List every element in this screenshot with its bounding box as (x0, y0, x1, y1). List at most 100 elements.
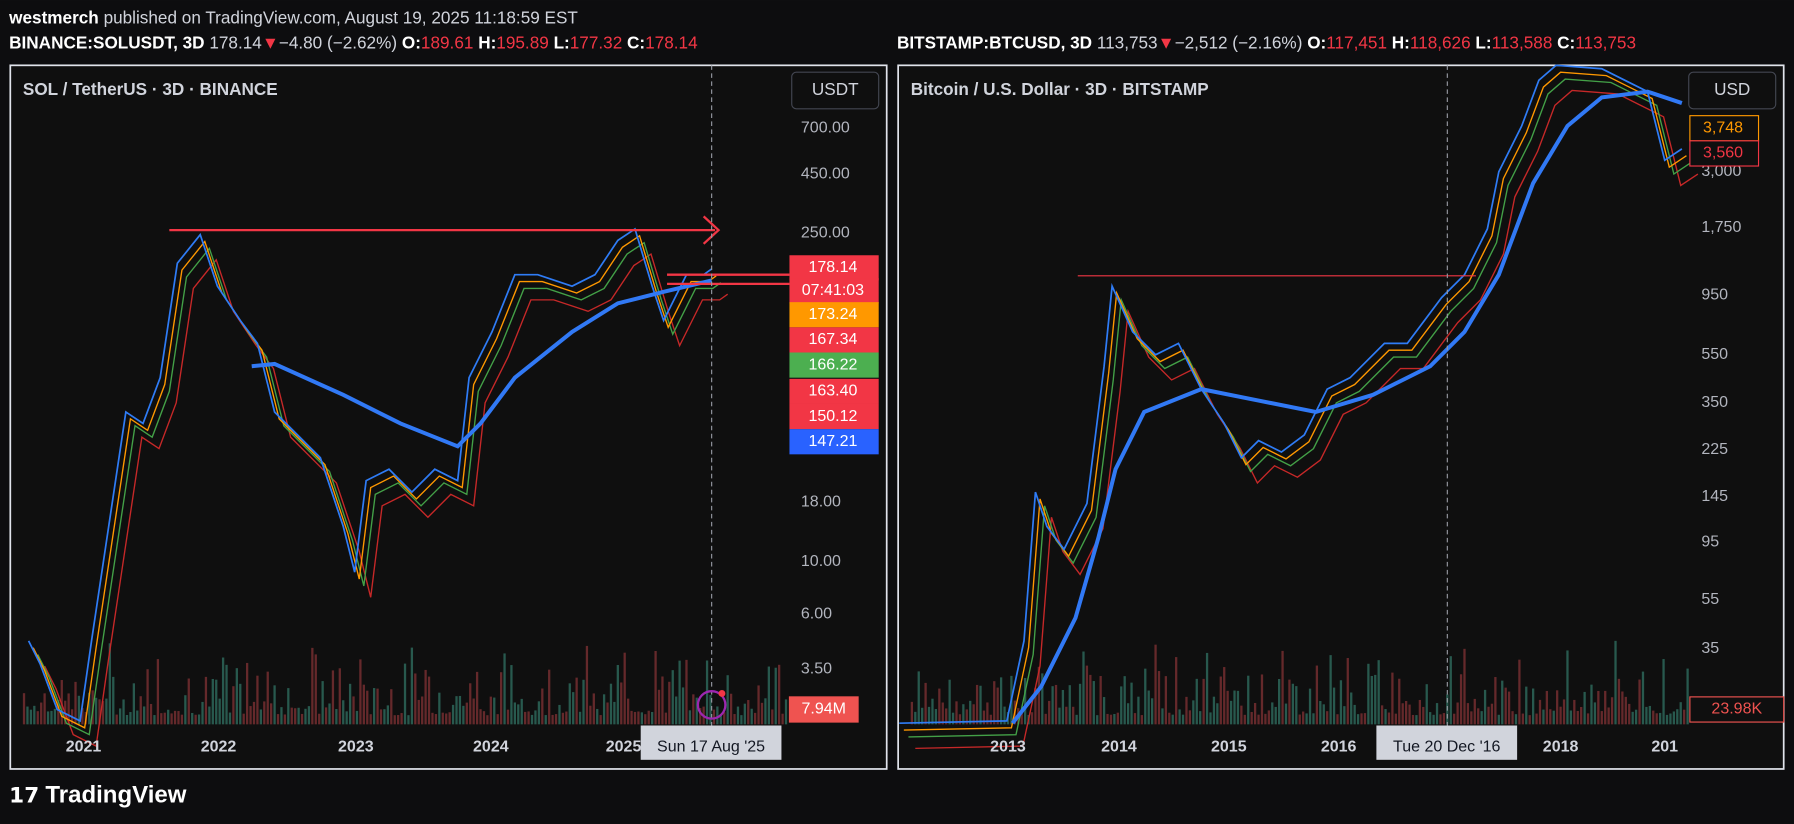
volume-bar (1346, 658, 1349, 725)
volume-bar (784, 699, 788, 725)
volume-bar (297, 707, 300, 725)
volume-bar (1120, 686, 1123, 725)
volume-bar (999, 677, 1003, 725)
volume-bar (143, 706, 146, 725)
x-axis-label: 2022 (201, 738, 237, 755)
volume-bar (1356, 714, 1360, 725)
y-axis-label: 6.00 (801, 606, 832, 623)
volume-bar (276, 714, 280, 725)
volume-bar (1377, 660, 1380, 725)
volume-bar (1439, 714, 1442, 725)
volume-bar (726, 675, 729, 725)
volume-bar (592, 693, 595, 725)
volume-bar (921, 707, 924, 725)
volume-bar (270, 703, 273, 725)
volume-bar (328, 703, 331, 725)
volume-bar (1477, 708, 1480, 725)
volume-bar (530, 714, 534, 725)
author[interactable]: westmerch (8, 7, 99, 27)
volume-bar (1483, 689, 1487, 725)
volume-bar (736, 706, 740, 725)
volume-bar (1305, 713, 1308, 725)
volume-bar (1068, 685, 1071, 725)
volume-bar (1113, 714, 1116, 725)
volume-bar (1542, 709, 1545, 725)
volume-bar (1538, 699, 1542, 725)
volume-bar (1229, 700, 1233, 725)
volume-bar (719, 715, 722, 725)
volume-bar (1281, 650, 1284, 725)
volume-bar (1662, 659, 1665, 725)
y-axis-label: 3.50 (801, 661, 832, 678)
currency[interactable]: USD (1714, 79, 1750, 99)
alert-icon[interactable] (696, 690, 727, 720)
x-axis-label: 2013 (990, 738, 1026, 755)
currency-button[interactable] (791, 71, 880, 110)
volume-bar (1023, 677, 1027, 725)
x-axis-label: 2021 (66, 738, 102, 755)
volume-bar (184, 695, 187, 725)
volume-bar (1253, 703, 1257, 725)
volume-bar (331, 670, 335, 725)
volume-bar (596, 708, 599, 725)
ohlc-key: O: (402, 32, 421, 52)
volume-bar (1593, 702, 1597, 725)
ohlc-key: L: (554, 32, 570, 52)
currency[interactable]: USDT (812, 79, 859, 99)
volume-bar (1549, 709, 1552, 725)
volume-bar (1556, 690, 1559, 725)
volume-bar (386, 705, 390, 725)
volume-bar (1573, 699, 1576, 725)
volume-bar (1157, 671, 1161, 725)
x-axis-label: 2018 (1543, 738, 1579, 755)
ohlc-key: H: (478, 32, 496, 52)
volume-bar (1679, 702, 1682, 725)
volume-bar (1634, 709, 1638, 725)
x-axis-label: 2023 (338, 738, 374, 755)
volume-bar (1552, 710, 1555, 725)
y-axis-label: 18.00 (801, 494, 841, 511)
ohlc-value: 195.89 (496, 32, 548, 52)
volume-bar (235, 668, 238, 725)
volume-tag (788, 696, 859, 723)
volume-bar (1380, 705, 1384, 725)
symbol[interactable]: BINANCE:SOLUSDT, 3D (9, 32, 204, 52)
volume-bar (445, 713, 448, 725)
price-tag (789, 255, 879, 281)
volume-bar (163, 712, 166, 725)
volume-bar (1470, 711, 1473, 725)
volume-bar (146, 669, 149, 725)
volume-bar (1243, 714, 1246, 725)
volume-bar (455, 696, 458, 725)
volume-bar (355, 710, 359, 725)
volume-bar (369, 714, 372, 725)
volume-bar (654, 650, 657, 725)
currency-button[interactable] (1688, 71, 1777, 110)
symbol[interactable]: BITSTAMP:BTCUSD, 3D (897, 32, 1092, 52)
volume-bar (1604, 690, 1607, 725)
volume-bar (685, 659, 688, 725)
volume-bar (1511, 711, 1514, 725)
volume-bar (1607, 707, 1610, 725)
volume-bar (1274, 706, 1277, 725)
volume-bar (1302, 711, 1305, 725)
volume-bar (448, 712, 451, 725)
volume-bar (561, 712, 565, 725)
price-tag (789, 429, 879, 455)
ma-orange (903, 71, 1687, 731)
volume-bar (1442, 713, 1446, 725)
volume-bar (951, 712, 955, 725)
volume-bar (699, 708, 702, 725)
symbol-line: BITSTAMP:BTCUSD, 3D 113,753▼−2,512 (−2.1… (897, 32, 1636, 52)
volume-bar (1195, 678, 1198, 725)
price-tag-text: 07:41:03 (802, 282, 864, 299)
volume-bar (1638, 679, 1641, 725)
volume-bar (475, 671, 479, 725)
brand-logo[interactable]: 𝟭𝟳 TradingView (9, 782, 187, 809)
volume-bar (671, 670, 674, 725)
price-line (27, 227, 713, 723)
volume-bar (1432, 714, 1435, 725)
brand[interactable]: TradingView (45, 782, 186, 809)
volume-bar (379, 709, 383, 725)
price-tag-text: 150.12 (808, 408, 857, 425)
